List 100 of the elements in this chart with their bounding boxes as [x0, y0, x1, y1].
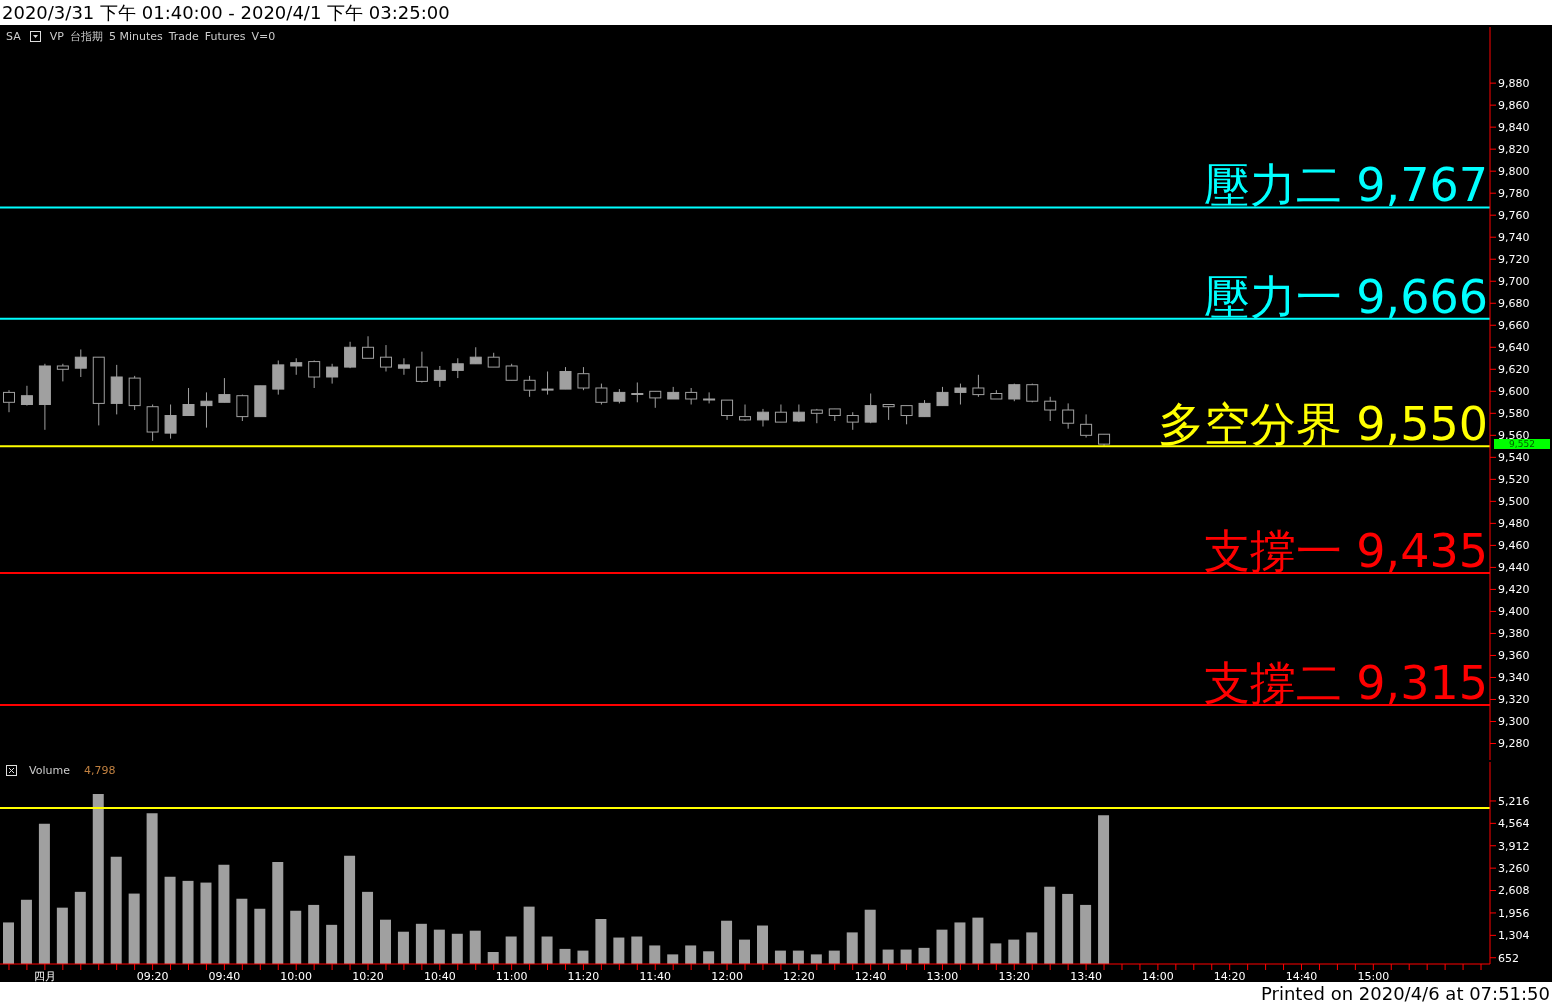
x-tick-label: 11:40: [639, 969, 672, 983]
y-tick-label: 9,300: [1498, 715, 1530, 729]
y-tick-label: 9,280: [1498, 737, 1530, 751]
chart-title: 2020/3/31 下午 01:40:00 - 2020/4/1 下午 03:25:00: [0, 0, 1552, 25]
y-tick-label: 9,540: [1498, 451, 1530, 465]
candlestick: [954, 383, 967, 406]
y-tick-label: 9,640: [1498, 341, 1530, 355]
x-tick-label: 13:00: [926, 969, 959, 983]
x-tick-label: 15:00: [1357, 969, 1390, 983]
y-tick-label: 9,660: [1498, 319, 1530, 333]
x-tick-label: 09:20: [136, 969, 169, 983]
y-tick-label: 9,480: [1498, 517, 1530, 531]
candlestick: [326, 363, 339, 385]
y-tick-label: 9,680: [1498, 297, 1530, 311]
x-tick-label: 13:20: [998, 969, 1031, 983]
ref-line-label: 多空分界 9,550: [1157, 397, 1488, 452]
x-tick-label: 10:40: [423, 969, 456, 983]
annotation: Volume: [29, 764, 70, 777]
candlestick: [3, 389, 15, 413]
annotation: VP: [49, 30, 64, 43]
candlestick: [20, 385, 33, 407]
candlestick: [541, 370, 554, 396]
annotation: 台指期: [69, 29, 103, 44]
x-tick-label: 10:20: [352, 969, 384, 983]
y-tick-label: 9,820: [1498, 143, 1530, 157]
candlestick: [559, 366, 572, 390]
ref-line-label: 支撐二 9,315: [1203, 655, 1488, 710]
candlestick: [900, 405, 913, 425]
annotation: 4,798: [83, 764, 116, 777]
y-tick-label: 4,564: [1498, 817, 1530, 831]
y-tick-label: 9,780: [1498, 187, 1530, 201]
candlestick: [74, 348, 87, 378]
x-tick-label: 11:00: [495, 969, 528, 983]
ref-line-label: 支撐一 9,435: [1203, 523, 1488, 578]
ref-line-label: 壓力二 9,767: [1203, 158, 1488, 213]
y-tick-label: 9,420: [1498, 583, 1530, 597]
y-tick-label: 9,340: [1498, 671, 1530, 685]
x-tick-label: 14:20: [1213, 969, 1246, 983]
candlestick: [523, 375, 536, 398]
candlestick: [379, 344, 392, 372]
x-tick-label: 10:00: [280, 969, 313, 983]
y-tick-label: 9,880: [1498, 77, 1530, 91]
candlestick: [308, 359, 321, 389]
annotation: SA: [6, 30, 21, 43]
x-tick-label: 13:40: [1070, 969, 1102, 983]
candlestick: [433, 365, 446, 388]
y-tick-label: 9,360: [1498, 649, 1530, 663]
candlestick: [1062, 402, 1075, 430]
candlestick: [721, 399, 734, 421]
candlestick: [218, 377, 231, 403]
y-tick-label: 9,580: [1498, 407, 1530, 421]
candlestick: [936, 386, 949, 407]
y-tick-label: 1,304: [1498, 929, 1530, 943]
y-tick-label: 9,620: [1498, 363, 1530, 377]
x-tick-label: 12:00: [711, 969, 743, 983]
candlestick: [236, 394, 249, 422]
y-tick-label: 9,720: [1498, 253, 1530, 267]
candlestick: [451, 357, 464, 379]
y-tick-label: 9,860: [1498, 99, 1530, 113]
y-tick-label: 3,912: [1498, 839, 1530, 853]
candlestick: [1044, 396, 1057, 422]
y-tick-label: 9,840: [1498, 121, 1530, 135]
y-tick-label: 1,956: [1498, 906, 1530, 920]
y-tick-label: 3,260: [1498, 862, 1530, 876]
y-tick-label: 2,608: [1498, 884, 1530, 898]
y-tick-label: 652: [1498, 951, 1519, 965]
candlestick: [595, 383, 608, 406]
annotation: Futures: [204, 30, 246, 43]
candlestick: [164, 404, 177, 440]
x-tick-label: 12:20: [783, 969, 815, 983]
y-tick-label: 9,320: [1498, 693, 1530, 707]
candlestick: [344, 341, 357, 369]
candlestick: [182, 387, 195, 417]
annotation: 5 Minutes: [108, 30, 163, 43]
candlestick: [631, 381, 644, 403]
text: Printed on 2020/4/6 at 07:51:50: [1261, 983, 1551, 1004]
y-tick-label: 9,760: [1498, 209, 1530, 223]
y-tick-label: 9,520: [1498, 473, 1530, 487]
y-tick-label: 9,500: [1498, 495, 1530, 509]
ref-line-label: 壓力一 9,666: [1203, 269, 1488, 324]
y-tick-label: 9,380: [1498, 627, 1530, 641]
y-tick-label: 9,600: [1498, 385, 1530, 399]
candlestick: [756, 408, 769, 428]
candlestick: [1080, 413, 1093, 439]
x-tick-label: 11:20: [567, 969, 600, 983]
x-tick-label: 四月: [33, 969, 56, 983]
candlestick: [577, 366, 590, 391]
candlestick: [864, 393, 877, 424]
candlestick: [415, 351, 428, 383]
annotation: V=0: [251, 30, 276, 43]
candlestick: [972, 374, 985, 398]
x-tick-label: 12:40: [854, 969, 887, 983]
annotation: Trade: [168, 30, 199, 43]
y-tick-label: 5,216: [1498, 794, 1530, 808]
x-tick-label: 14:40: [1285, 969, 1318, 983]
y-tick-label: 9,700: [1498, 275, 1530, 289]
candlestick: [397, 357, 410, 376]
candlestick: [200, 391, 213, 429]
candlestick: [362, 335, 375, 359]
y-tick-label: 9,460: [1498, 539, 1530, 553]
